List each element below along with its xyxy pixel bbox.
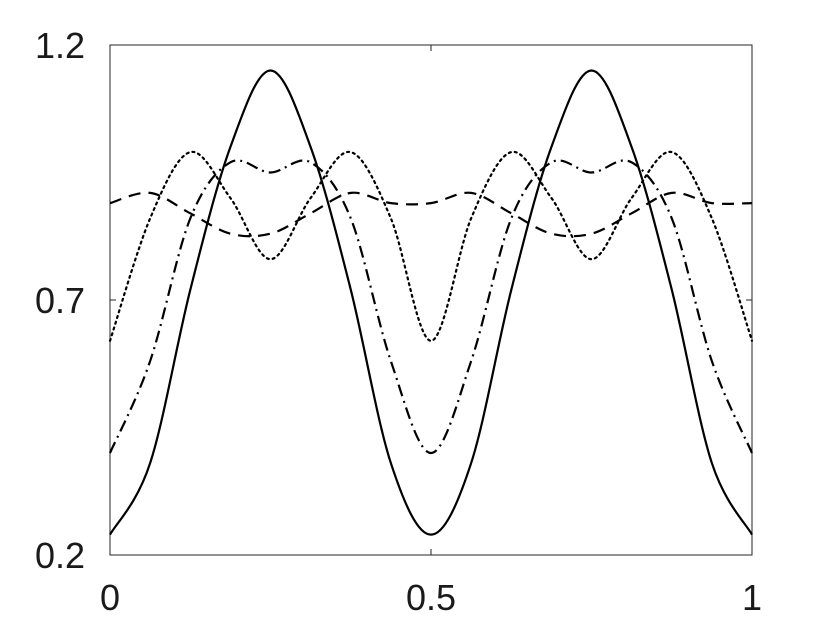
- y-tick-label: 1.2: [35, 25, 85, 66]
- x-tick-label: 0.5: [406, 577, 456, 618]
- plot-area: [109, 44, 753, 556]
- x-tick-label: 1: [742, 577, 762, 618]
- plot-frame: [109, 44, 753, 556]
- series-dashed-line: [109, 191, 753, 238]
- series-dashdot-line: [108, 159, 754, 455]
- series-solid-line: [109, 69, 753, 536]
- series-layer: [108, 69, 754, 536]
- series-dotted-line: [108, 150, 754, 342]
- y-tick-label: 0.7: [35, 280, 85, 321]
- tick-layer: 0 0.5 1 0.2 0.7 1.2: [35, 25, 762, 618]
- x-tick-label: 0: [100, 577, 120, 618]
- y-tick-label: 0.2: [35, 535, 85, 576]
